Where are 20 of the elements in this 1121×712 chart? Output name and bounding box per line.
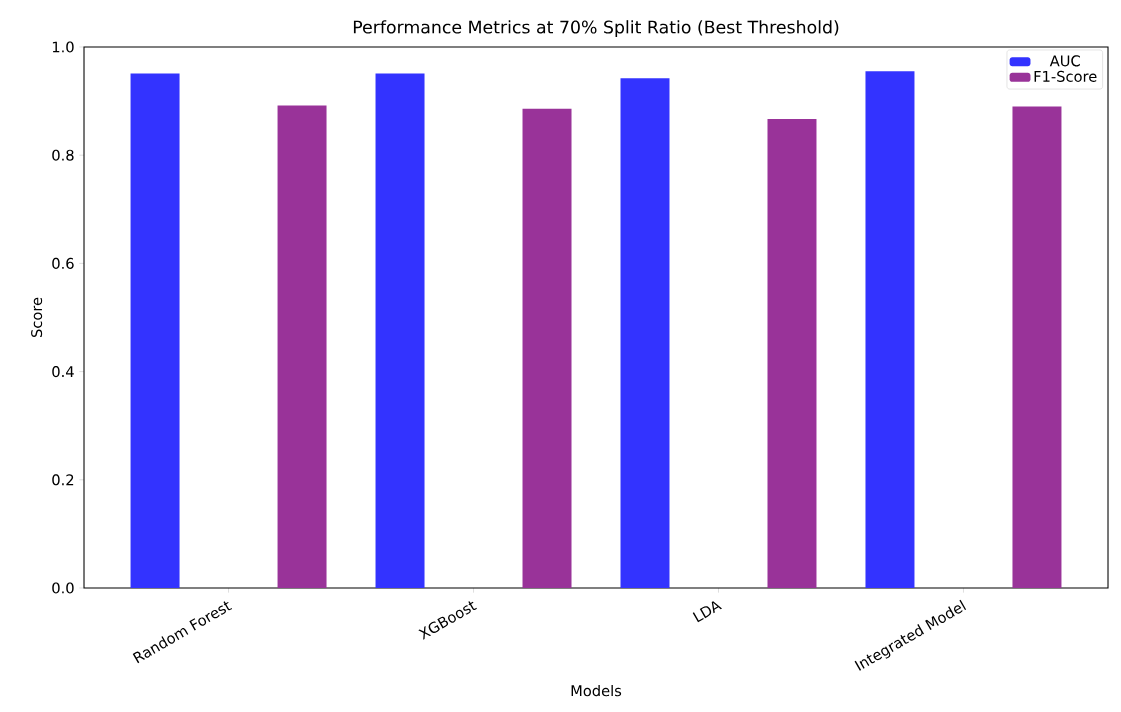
legend-label: AUC bbox=[1049, 55, 1080, 67]
y-tick-label: 0.2 bbox=[52, 474, 74, 486]
bar bbox=[767, 118, 817, 588]
bar bbox=[277, 105, 327, 588]
bar bbox=[620, 78, 670, 588]
bar bbox=[865, 71, 915, 588]
y-tick-label: 0.8 bbox=[52, 149, 74, 161]
y-tick-label: 0.4 bbox=[52, 366, 74, 378]
y-axis-title: Score bbox=[31, 297, 43, 338]
x-tick-label: LDA bbox=[692, 601, 723, 623]
legend-label: F1-Score bbox=[1034, 70, 1097, 82]
bar bbox=[1012, 106, 1062, 588]
y-tick-label: 0.6 bbox=[52, 257, 74, 269]
bar bbox=[130, 73, 180, 588]
y-tick-label: 0.0 bbox=[52, 582, 74, 594]
x-axis-title: Models bbox=[571, 684, 622, 697]
y-tick-label: 1.0 bbox=[52, 41, 74, 53]
bar bbox=[522, 108, 572, 588]
chart-title: Performance Metrics at 70% Split Ratio (Best Threshold) bbox=[353, 20, 839, 37]
bar bbox=[375, 73, 425, 588]
